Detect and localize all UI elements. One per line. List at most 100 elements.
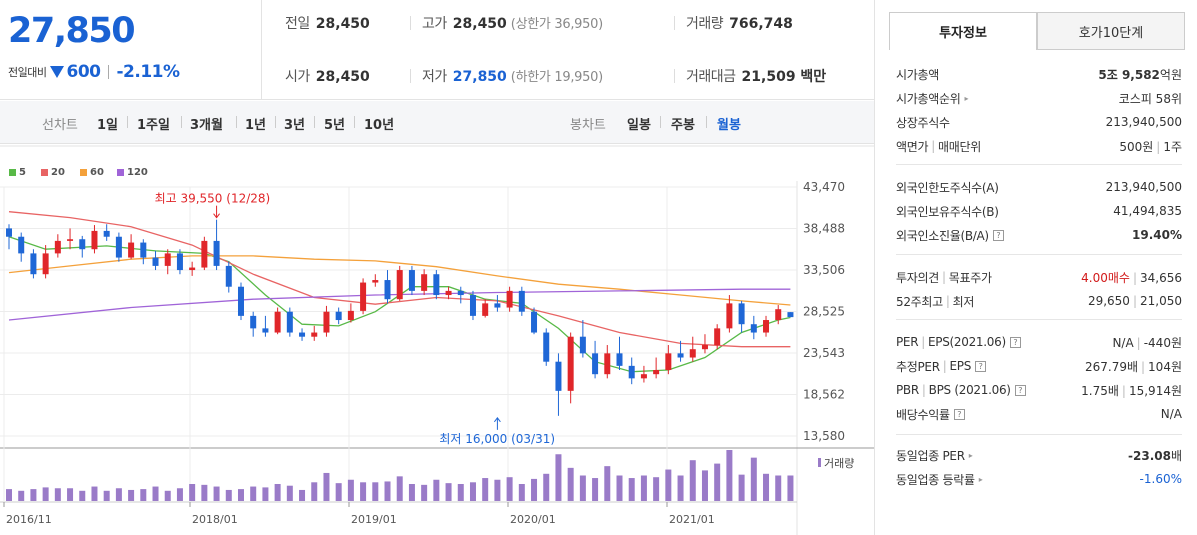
candle-body bbox=[408, 270, 415, 291]
stat-value: 766,748 bbox=[729, 16, 793, 32]
row-label: 추정PER | EPS? bbox=[896, 358, 987, 375]
candle-body bbox=[176, 253, 183, 271]
candle-body bbox=[726, 303, 733, 329]
candle-daily[interactable]: 일봉 bbox=[627, 118, 651, 133]
candle-body bbox=[311, 332, 318, 337]
candle-body bbox=[201, 240, 208, 268]
volume-bar bbox=[457, 484, 464, 501]
chart-canvas: 43,470 38,488 33,506 28,525 23,543 18,562 13,5… bbox=[0, 145, 874, 535]
candle-body bbox=[286, 311, 293, 333]
volume-bar bbox=[299, 489, 306, 501]
period-1d[interactable]: 1일 bbox=[97, 118, 119, 133]
opinion-value: 4.00매수 bbox=[1081, 270, 1130, 285]
legend-label: 120 bbox=[127, 167, 148, 178]
row-dividend: 배당수익률? N/A bbox=[896, 404, 1182, 424]
caret-right-icon: ▸ bbox=[968, 450, 973, 460]
candle-body bbox=[42, 253, 49, 275]
period-10y[interactable]: 10년 bbox=[364, 118, 395, 133]
period-5y[interactable]: 5년 bbox=[324, 118, 346, 133]
candle-body bbox=[531, 311, 538, 333]
candle-body bbox=[372, 280, 379, 283]
divider bbox=[410, 16, 411, 30]
candle-body bbox=[396, 270, 403, 300]
volume-bar bbox=[103, 490, 110, 501]
candle-body bbox=[360, 282, 367, 311]
candle-body bbox=[18, 236, 25, 254]
volume-bar bbox=[115, 488, 122, 501]
price-stats: 전일 28,450 고가 28,450 (상한가 36,950) 거래량 766… bbox=[262, 0, 874, 100]
help-icon[interactable]: ? bbox=[975, 360, 987, 372]
row-value: 41,494,835 bbox=[1113, 204, 1182, 218]
candle-monthly[interactable]: 월봉 bbox=[717, 118, 741, 133]
legend-label: 20 bbox=[51, 167, 65, 178]
volume-bar bbox=[567, 467, 574, 501]
legend-label: 60 bbox=[90, 167, 104, 178]
candle-body bbox=[79, 239, 86, 250]
divider bbox=[354, 116, 355, 128]
candle-body bbox=[701, 345, 708, 350]
stat-label: 거래대금 bbox=[686, 69, 736, 85]
label-text: BPS (2021.06) bbox=[928, 383, 1011, 397]
low-annotation: 최저 16,000 (03/31) bbox=[439, 432, 555, 446]
divider bbox=[706, 116, 707, 128]
stat-value: 21,509 백만 bbox=[741, 69, 827, 85]
y-tick-label: 43,470 bbox=[803, 180, 845, 194]
label-text: 외국인소진율(B/A) bbox=[896, 228, 989, 243]
volume-bar bbox=[653, 477, 660, 501]
period-1w[interactable]: 1주일 bbox=[137, 118, 170, 133]
volume-bar bbox=[750, 457, 757, 501]
row-label[interactable]: 동일업종 PER ▸ bbox=[896, 447, 973, 464]
volume-bar bbox=[335, 483, 342, 501]
row-value: 1.75배 | 15,914원 bbox=[1081, 383, 1182, 398]
candle-body bbox=[91, 230, 98, 250]
help-icon[interactable]: ? bbox=[992, 229, 1004, 241]
candle-body bbox=[482, 303, 489, 316]
volume-bar bbox=[665, 469, 672, 501]
candle-body bbox=[237, 286, 244, 316]
value-text: 1주 bbox=[1163, 139, 1182, 154]
volume-bar bbox=[54, 488, 61, 501]
invest-info-panel: 투자정보 호가10단계 시가총액 5조 9,582억원 시가총액순위 ▸ 코스피 … bbox=[874, 0, 1197, 535]
label-text: EPS bbox=[949, 359, 972, 373]
value-text: 29,650 bbox=[1087, 294, 1130, 308]
row-label[interactable]: 동일업종 등락률 ▸ bbox=[896, 471, 983, 488]
stat-value: 28,450 bbox=[315, 16, 370, 32]
candle-body bbox=[592, 353, 599, 375]
period-1y[interactable]: 1년 bbox=[245, 118, 267, 133]
row-label: PBR | BPS (2021.06)? bbox=[896, 383, 1026, 397]
volume-bar bbox=[482, 478, 489, 501]
candle-body bbox=[274, 311, 281, 333]
volume-bar bbox=[274, 484, 281, 501]
y-tick-label: 38,488 bbox=[803, 222, 845, 236]
volume-bar bbox=[176, 488, 183, 501]
volume-bar bbox=[677, 475, 684, 501]
stat-prev-close: 전일 28,450 bbox=[285, 13, 370, 33]
divider bbox=[896, 319, 1182, 320]
change-label: 전일대비 bbox=[8, 66, 47, 79]
row-opinion: 투자의견 | 목표주가 4.00매수 | 34,656 bbox=[896, 267, 1182, 287]
candle-body bbox=[616, 353, 623, 366]
row-pbr: PBR | BPS (2021.06)? 1.75배 | 15,914원 bbox=[896, 380, 1182, 400]
help-icon[interactable]: ? bbox=[953, 408, 965, 420]
period-3y[interactable]: 3년 bbox=[284, 118, 306, 133]
candle-body bbox=[457, 290, 464, 296]
tab-orderbook[interactable]: 호가10단계 bbox=[1037, 12, 1185, 50]
row-52week: 52주최고 | 최저 29,650 | 21,050 bbox=[896, 291, 1182, 311]
help-icon[interactable]: ? bbox=[1009, 336, 1021, 348]
divider bbox=[674, 16, 675, 30]
candle-weekly[interactable]: 주봉 bbox=[671, 118, 695, 133]
period-3m[interactable]: 3개월 bbox=[190, 118, 223, 133]
row-label: 외국인한도주식수(A) bbox=[896, 180, 999, 195]
candle-body bbox=[604, 353, 611, 375]
volume-bar bbox=[347, 479, 354, 501]
row-label[interactable]: 시가총액순위 ▸ bbox=[896, 90, 968, 107]
stat-high: 고가 28,450 (상한가 36,950) bbox=[422, 13, 603, 33]
row-label: 외국인소진율(B/A)? bbox=[896, 227, 1004, 244]
row-value: 코스피 58위 bbox=[1118, 91, 1182, 106]
tab-invest-info[interactable]: 투자정보 bbox=[889, 12, 1037, 50]
help-icon[interactable]: ? bbox=[1014, 384, 1026, 396]
stat-sub: (상한가 36,950) bbox=[510, 17, 603, 32]
stat-open: 시가 28,450 bbox=[285, 66, 370, 86]
divider bbox=[896, 254, 1182, 255]
candle-body bbox=[299, 332, 306, 337]
